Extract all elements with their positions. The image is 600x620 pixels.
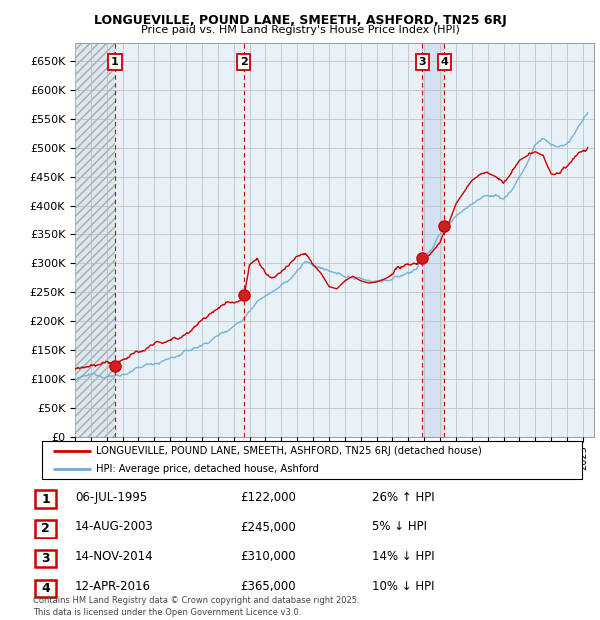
FancyBboxPatch shape [42,441,582,479]
Text: Price paid vs. HM Land Registry's House Price Index (HPI): Price paid vs. HM Land Registry's House … [140,25,460,35]
Bar [422,43,445,437]
Text: 26% ↑ HPI: 26% ↑ HPI [372,491,434,503]
Text: 4: 4 [440,57,448,67]
Text: HPI: Average price, detached house, Ashford: HPI: Average price, detached house, Ashf… [96,464,319,474]
Text: £122,000: £122,000 [240,491,296,503]
Text: 06-JUL-1995: 06-JUL-1995 [75,491,147,503]
Text: £365,000: £365,000 [240,580,296,593]
Text: £310,000: £310,000 [240,551,296,563]
Text: £245,000: £245,000 [240,521,296,533]
Text: 3: 3 [41,552,50,565]
Text: 14-NOV-2014: 14-NOV-2014 [75,551,154,563]
Text: LONGUEVILLE, POUND LANE, SMEETH, ASHFORD, TN25 6RJ (detached house): LONGUEVILLE, POUND LANE, SMEETH, ASHFORD… [96,446,482,456]
Text: 10% ↓ HPI: 10% ↓ HPI [372,580,434,593]
Text: Contains HM Land Registry data © Crown copyright and database right 2025.
This d: Contains HM Land Registry data © Crown c… [33,596,359,617]
FancyBboxPatch shape [35,580,56,597]
Text: 1: 1 [41,493,50,505]
FancyBboxPatch shape [35,520,56,538]
Text: LONGUEVILLE, POUND LANE, SMEETH, ASHFORD, TN25 6RJ: LONGUEVILLE, POUND LANE, SMEETH, ASHFORD… [94,14,506,27]
Text: 14% ↓ HPI: 14% ↓ HPI [372,551,434,563]
Text: 3: 3 [418,57,426,67]
Text: 4: 4 [41,582,50,595]
Text: 12-APR-2016: 12-APR-2016 [75,580,151,593]
Bar [75,43,115,437]
Text: 2: 2 [239,57,247,67]
FancyBboxPatch shape [35,550,56,567]
Text: 2: 2 [41,523,50,535]
Text: 5% ↓ HPI: 5% ↓ HPI [372,521,427,533]
Text: 1: 1 [111,57,119,67]
Text: 14-AUG-2003: 14-AUG-2003 [75,521,154,533]
FancyBboxPatch shape [35,490,56,508]
